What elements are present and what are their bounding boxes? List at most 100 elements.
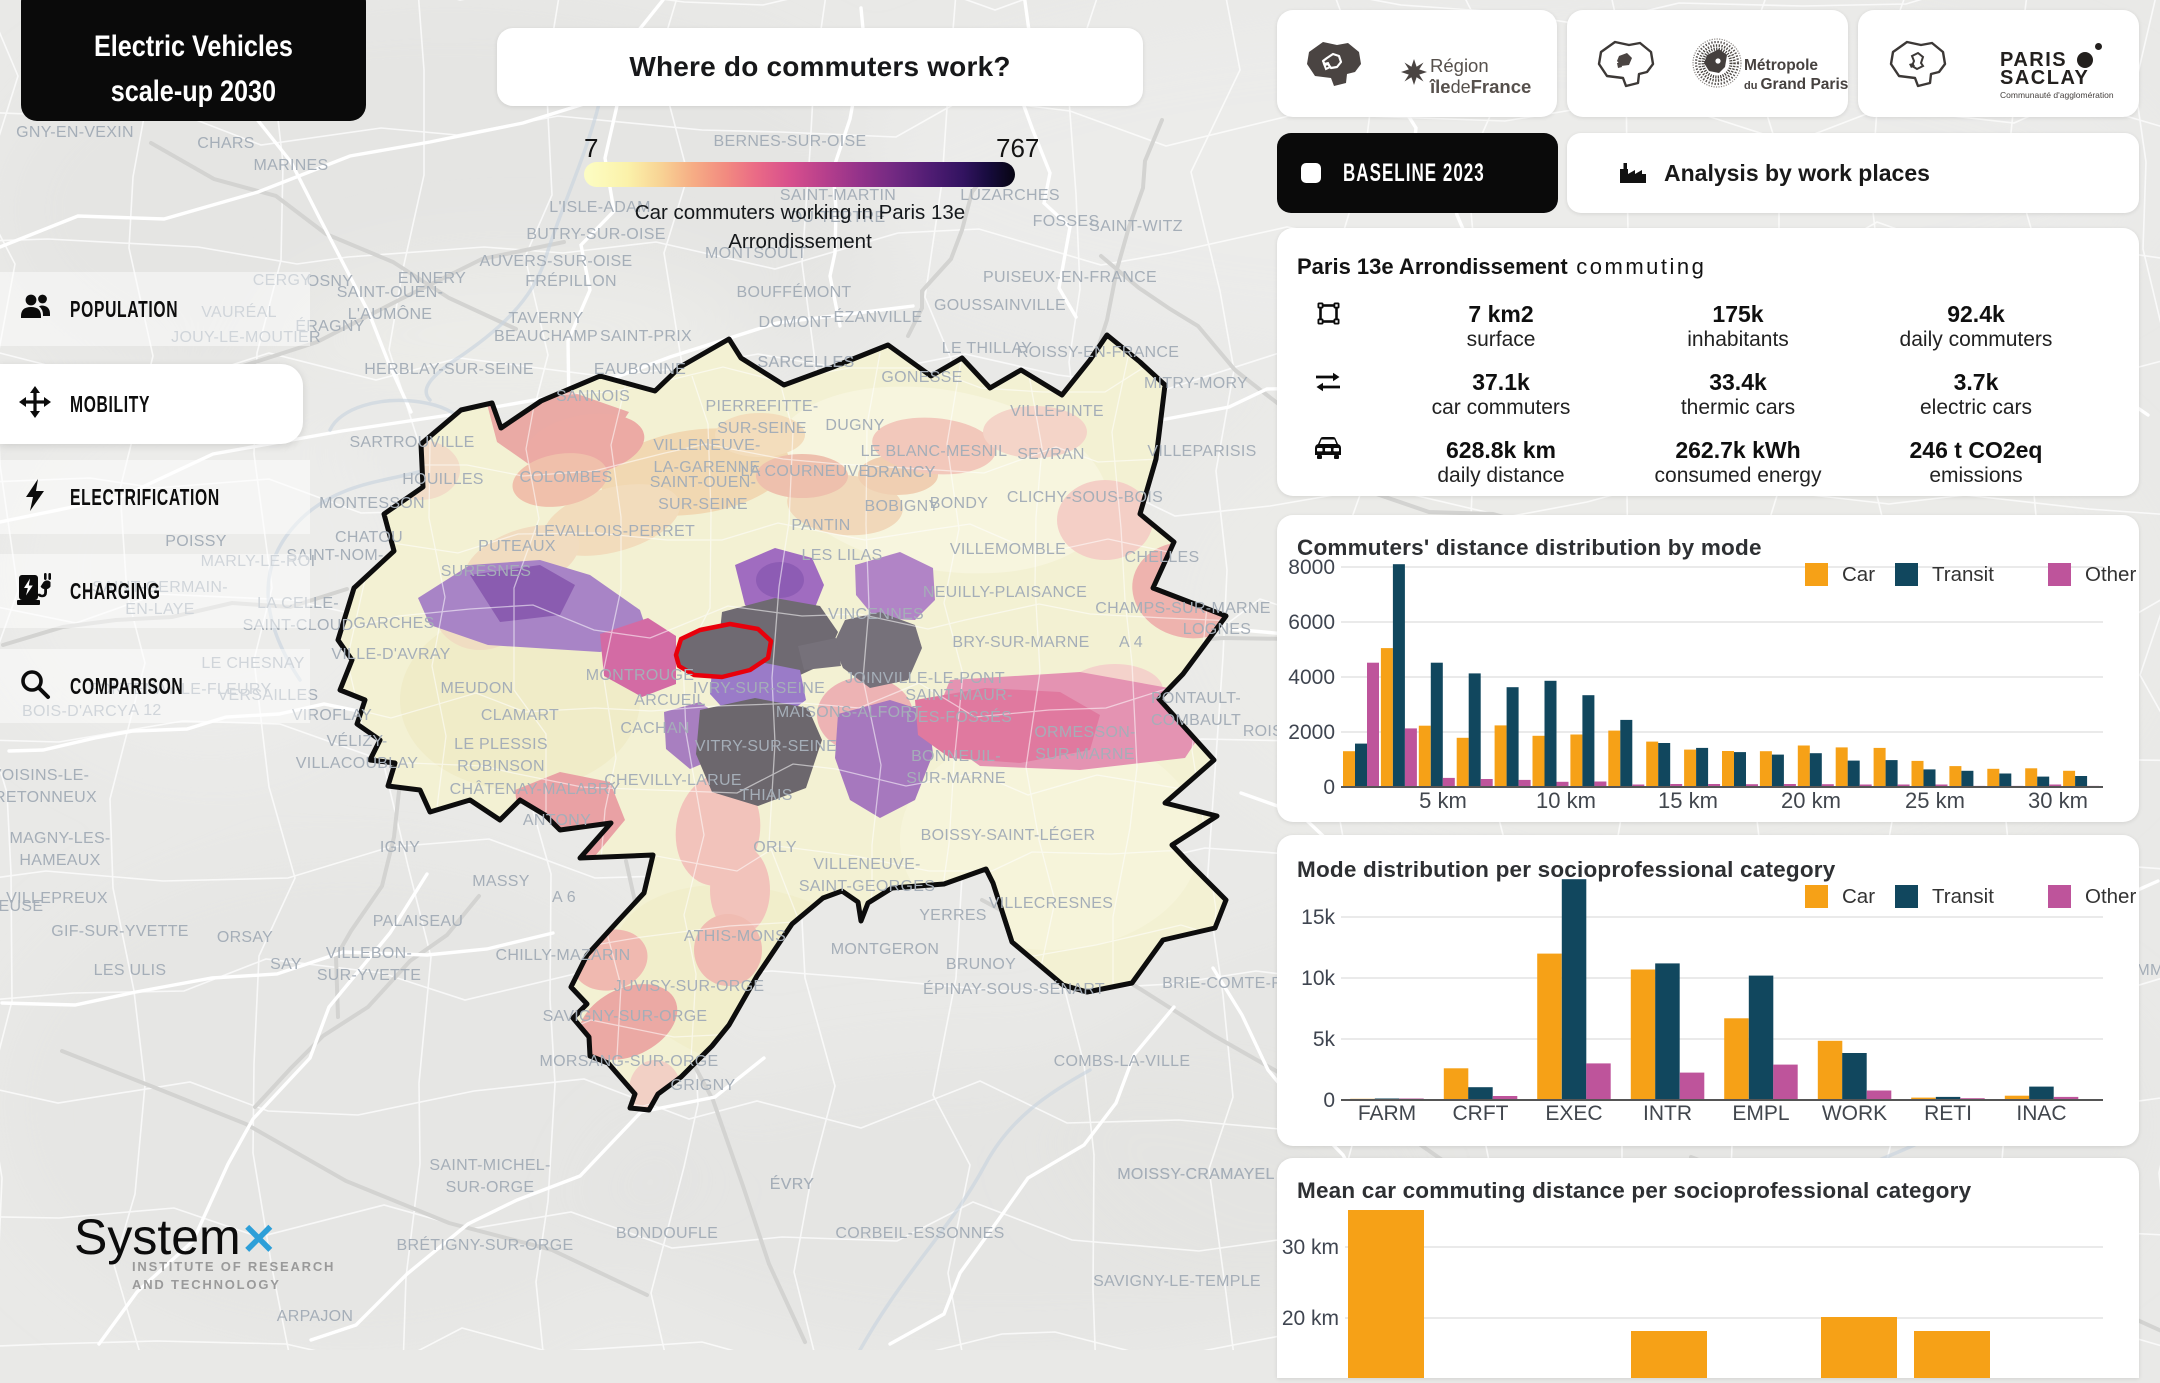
svg-text:SARCELLES: SARCELLES [758, 354, 855, 371]
svg-text:VÉLIZY-: VÉLIZY- [326, 731, 387, 750]
svg-text:Mean car commuting distance pe: Mean car commuting distance per sociopro… [1297, 1178, 1972, 1203]
svg-text:ENNERY: ENNERY [398, 270, 466, 287]
svg-text:ARPAJON: ARPAJON [277, 1308, 353, 1325]
svg-text:10k: 10k [1301, 967, 1335, 990]
svg-text:LA-GARENNE: LA-GARENNE [653, 459, 760, 476]
svg-text:SUR-SEINE: SUR-SEINE [717, 420, 807, 437]
svg-text:HERBLAY-SUR-SEINE: HERBLAY-SUR-SEINE [364, 361, 534, 378]
svg-text:Other: Other [2085, 885, 2136, 908]
svg-text:ROIS: ROIS [1243, 723, 1283, 740]
svg-text:GONESSE: GONESSE [881, 369, 962, 386]
svg-text:25 km: 25 km [1905, 788, 1965, 813]
svg-text:VIROFLAY: VIROFLAY [292, 707, 372, 724]
svg-text:A 12: A 12 [128, 702, 161, 719]
svg-text:CHILLY-MAZARIN: CHILLY-MAZARIN [496, 947, 631, 964]
svg-text:SAVIGNY-SUR-ORGE: SAVIGNY-SUR-ORGE [543, 1008, 708, 1025]
svg-text:RETI: RETI [1924, 1102, 1972, 1125]
svg-text:SAINT-OUEN-: SAINT-OUEN- [650, 474, 756, 491]
svg-text:SAINT-NOM-: SAINT-NOM- [286, 547, 383, 564]
svg-text:PONTAULT-: PONTAULT- [1151, 690, 1241, 707]
svg-text:YERRES: YERRES [919, 907, 987, 924]
svg-text:VILLEPREUX: VILLEPREUX [6, 890, 108, 907]
svg-text:ANTONY: ANTONY [523, 812, 591, 829]
svg-text:JOINVILLE-LE-PONT: JOINVILLE-LE-PONT [845, 670, 1005, 687]
svg-text:BOIS-D'ARCY: BOIS-D'ARCY [22, 703, 128, 720]
svg-text:ÉPINAY-SOUS-SÉNART: ÉPINAY-SOUS-SÉNART [923, 979, 1105, 998]
svg-text:LOGNES: LOGNES [1183, 621, 1252, 638]
svg-text:L'ISLE-ADAM: L'ISLE-ADAM [549, 199, 651, 216]
svg-text:PUISEUX-EN-FRANCE: PUISEUX-EN-FRANCE [983, 269, 1157, 286]
svg-text:MONTGERON: MONTGERON [831, 941, 939, 958]
svg-text:SAINT-GEORGES: SAINT-GEORGES [799, 878, 935, 895]
svg-text:4000: 4000 [1288, 666, 1335, 689]
svg-text:BRUNOY: BRUNOY [946, 956, 1016, 973]
svg-text:SUR-MARNE: SUR-MARNE [1035, 746, 1135, 763]
svg-text:BRÉTIGNY-SUR-ORGE: BRÉTIGNY-SUR-ORGE [397, 1235, 574, 1254]
svg-text:CACHAN: CACHAN [620, 720, 689, 737]
svg-text:ORLY: ORLY [753, 839, 797, 856]
svg-text:THIAIS: THIAIS [739, 787, 792, 804]
svg-text:REUSE: REUSE [0, 898, 43, 915]
svg-text:VITRY-SUR-SEINE: VITRY-SUR-SEINE [695, 738, 837, 755]
svg-text:SEVRAN: SEVRAN [1017, 446, 1085, 463]
svg-text:0: 0 [1323, 1089, 1335, 1112]
svg-text:WORK: WORK [1822, 1102, 1887, 1125]
svg-text:CHELLES: CHELLES [1124, 549, 1199, 566]
svg-text:SAINT-PRIX: SAINT-PRIX [600, 328, 692, 345]
svg-text:EAUBONNE: EAUBONNE [594, 361, 686, 378]
svg-text:Car: Car [1842, 563, 1875, 586]
svg-text:CRFT: CRFT [1453, 1102, 1509, 1125]
svg-text:MOISSY-CRAMAYEL: MOISSY-CRAMAYEL [1117, 1166, 1274, 1183]
svg-text:EN-LAYE: EN-LAYE [125, 601, 194, 618]
svg-text:0: 0 [1323, 776, 1335, 799]
svg-text:GARCHES: GARCHES [353, 615, 434, 632]
svg-text:MARLY-LE-ROI: MARLY-LE-ROI [201, 553, 316, 570]
svg-text:JUVISY-SUR-ORGE: JUVISY-SUR-ORGE [614, 978, 765, 995]
svg-text:LE THILLAY: LE THILLAY [942, 340, 1032, 357]
svg-text:BEAUCHAMP: BEAUCHAMP [494, 328, 598, 345]
svg-text:SAINT-MICHEL-: SAINT-MICHEL- [429, 1157, 550, 1174]
svg-text:Transit: Transit [1932, 563, 1994, 586]
svg-text:MAGNY-LES-: MAGNY-LES- [9, 830, 110, 847]
svg-text:15 km: 15 km [1658, 788, 1718, 813]
svg-text:8000: 8000 [1288, 556, 1335, 579]
svg-text:BRIE-COMTE-RO: BRIE-COMTE-RO [1162, 975, 1296, 992]
svg-text:BOISSY-SAINT-LÉGER: BOISSY-SAINT-LÉGER [921, 825, 1096, 844]
svg-text:MONTSOULT: MONTSOULT [705, 245, 807, 262]
svg-text:VILLEBON-: VILLEBON- [326, 945, 412, 962]
svg-text:MOISSY-CRAMAYEL: MOISSY-CRAMAYEL [1117, 1166, 1274, 1183]
svg-text:LUZARCHES: LUZARCHES [960, 187, 1060, 204]
svg-text:DRANCY: DRANCY [866, 464, 935, 481]
svg-text:BRY-SUR-MARNE: BRY-SUR-MARNE [952, 634, 1089, 651]
svg-text:BERNES-SUR-OISE: BERNES-SUR-OISE [714, 133, 867, 150]
svg-text:SUR-ORGE: SUR-ORGE [446, 1179, 535, 1196]
svg-text:ROISSY-EN-FRANCE: ROISSY-EN-FRANCE [1017, 344, 1179, 361]
svg-text:CHATOU: CHATOU [335, 529, 403, 546]
svg-text:BRETONNEUX: BRETONNEUX [0, 789, 97, 806]
svg-text:FARM: FARM [1358, 1102, 1416, 1125]
svg-text:VILLEPINTE: VILLEPINTE [1010, 403, 1104, 420]
svg-text:COLOMBES: COLOMBES [519, 469, 612, 486]
svg-text:ROBINSON: ROBINSON [457, 758, 545, 775]
svg-text:SAINT-GERMAIN-: SAINT-GERMAIN- [92, 579, 228, 596]
svg-text:ORSAY: ORSAY [217, 929, 273, 946]
svg-text:VILLE-D'AVRAY: VILLE-D'AVRAY [331, 646, 450, 663]
svg-text:CORBEIL-ESSONNES: CORBEIL-ESSONNES [835, 1225, 1004, 1242]
svg-text:MM: MM [2136, 962, 2160, 979]
svg-text:HOUILLES: HOUILLES [402, 471, 484, 488]
svg-text:SUR-SEINE: SUR-SEINE [658, 496, 748, 513]
svg-text:CLAMART: CLAMART [481, 707, 559, 724]
svg-text:30 km: 30 km [2028, 788, 2088, 813]
svg-text:HAMEAUX: HAMEAUX [19, 852, 100, 869]
svg-text:SAVIGNY-LE-TEMPLE: SAVIGNY-LE-TEMPLE [1093, 1273, 1261, 1290]
svg-text:MITRY-MORY: MITRY-MORY [1144, 375, 1248, 392]
svg-text:SURESNES: SURESNES [441, 563, 531, 580]
svg-text:BONDY: BONDY [930, 495, 988, 512]
svg-text:MARINES: MARINES [254, 157, 329, 174]
svg-text:15k: 15k [1301, 906, 1335, 929]
svg-text:MAISONS-ALFORT: MAISONS-ALFORT [776, 704, 922, 721]
svg-text:SAINT-WITZ: SAINT-WITZ [1089, 218, 1183, 235]
svg-text:TAVERNY: TAVERNY [508, 310, 583, 327]
svg-text:ORMESSON-: ORMESSON- [1034, 724, 1135, 741]
svg-text:CHÂTENAY-MALABRY: CHÂTENAY-MALABRY [450, 779, 621, 798]
